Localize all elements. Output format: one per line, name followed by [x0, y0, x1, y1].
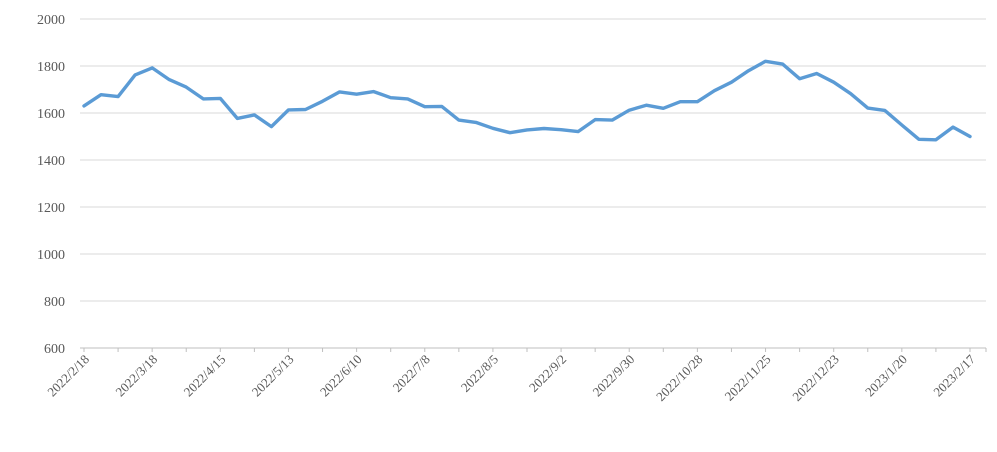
x-axis-label: 2022/2/18: [44, 352, 92, 400]
data-series: [82, 59, 972, 142]
y-axis-label: 1800: [37, 60, 65, 75]
y-axis-label: 1600: [37, 107, 65, 122]
y-axis-labels: 600 800 1000 1200 1400 1600 1800 2000: [37, 13, 65, 357]
x-axis-label: 2022/8/5: [458, 352, 501, 395]
y-axis-label: 1200: [37, 201, 65, 216]
series-line: [82, 59, 972, 142]
x-axis-label: 2022/9/30: [589, 352, 637, 400]
x-axis-label: 2022/12/23: [789, 352, 841, 404]
x-axis-labels: 2022/2/18 2022/3/18 2022/4/15 2022/5/13 2022…: [44, 351, 978, 404]
y-axis-label: 600: [44, 342, 65, 357]
x-axis-label: 2022/7/8: [390, 352, 433, 395]
x-axis-label: 2022/11/25: [722, 352, 774, 404]
x-axis-label: 2022/10/28: [653, 352, 705, 404]
x-axis-label: 2022/5/13: [249, 352, 297, 400]
x-axis-label: 2023/2/17: [930, 351, 978, 399]
x-axis-label: 2022/4/15: [181, 352, 229, 400]
y-gridlines: [80, 18, 986, 302]
y-axis-label: 2000: [37, 13, 65, 28]
x-axis-label: 2023/1/20: [862, 352, 910, 400]
x-axis-label: 2022/6/10: [317, 352, 365, 400]
y-axis-label: 800: [44, 295, 65, 310]
x-axis-label: 2022/3/18: [112, 352, 160, 400]
x-axis-label: 2022/9/2: [526, 352, 569, 395]
y-axis-label: 1000: [37, 248, 65, 263]
y-axis-label: 1400: [37, 154, 65, 169]
x-tick-marks: [83, 348, 987, 352]
